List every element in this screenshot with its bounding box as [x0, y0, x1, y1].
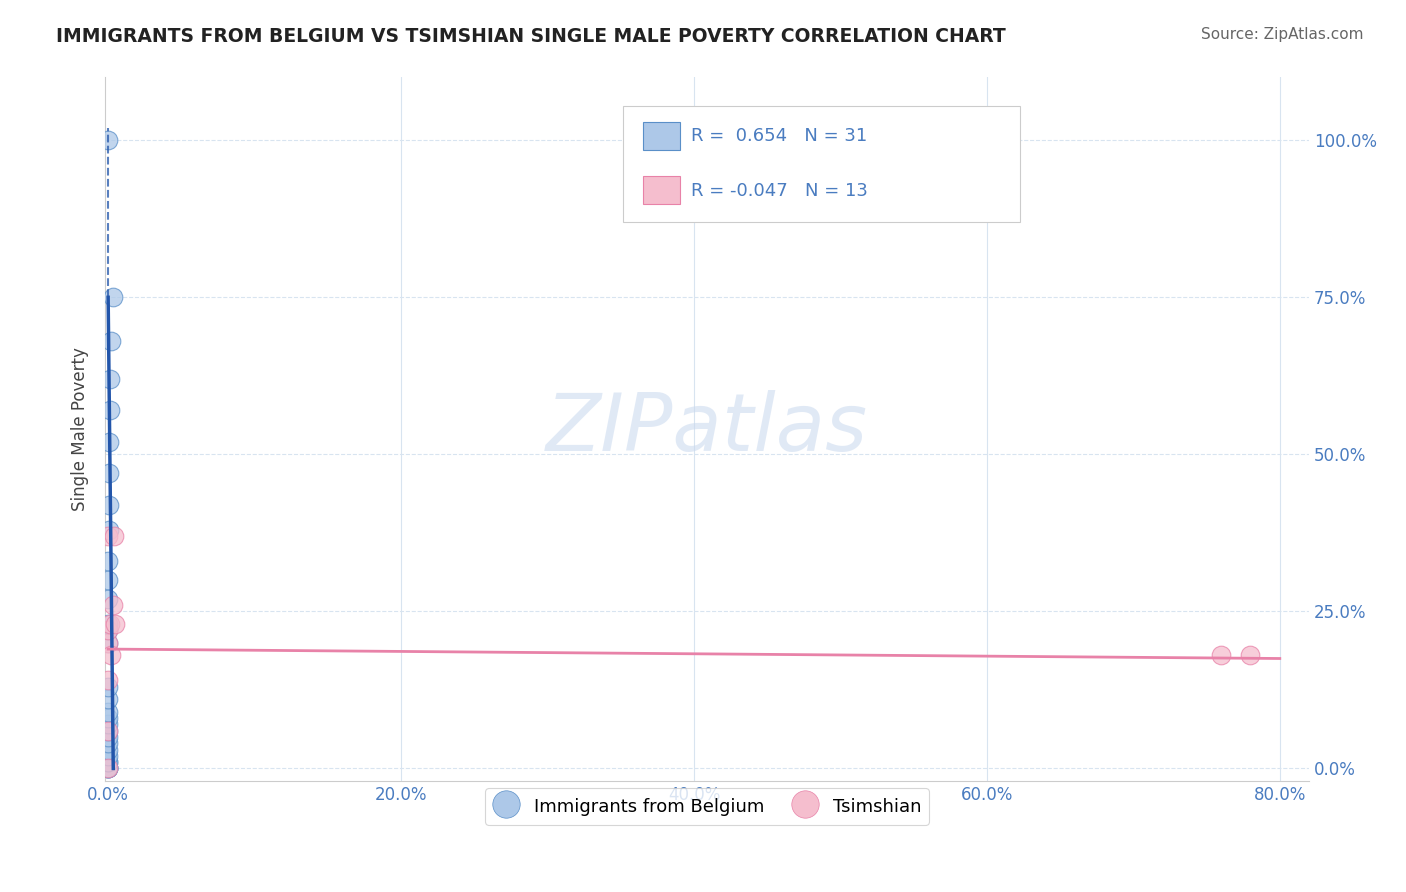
Point [97, 554, 120, 568]
Point [97, 730, 120, 744]
FancyBboxPatch shape [623, 105, 1021, 222]
Point [97, 673, 120, 688]
Point [97, 723, 120, 738]
Point [97, 761, 120, 775]
Point [97, 692, 120, 706]
Point [1211, 648, 1233, 663]
Legend: Immigrants from Belgium, Tsimshian: Immigrants from Belgium, Tsimshian [485, 789, 929, 825]
Point [97, 523, 120, 537]
Point [97, 711, 120, 725]
Point [98, 372, 121, 386]
Point [103, 529, 125, 543]
FancyBboxPatch shape [643, 121, 681, 150]
Point [97, 761, 120, 775]
Point [97, 573, 120, 587]
Text: Source: ZipAtlas.com: Source: ZipAtlas.com [1201, 27, 1364, 42]
Point [97, 761, 120, 775]
Point [97, 529, 120, 543]
Point [97, 616, 120, 631]
Point [97, 466, 120, 480]
Point [97, 736, 120, 750]
Point [104, 616, 127, 631]
Y-axis label: Single Male Poverty: Single Male Poverty [72, 347, 89, 511]
Point [97, 624, 120, 638]
Point [98, 616, 121, 631]
Point [97, 680, 120, 694]
Point [97, 717, 120, 731]
Point [97, 636, 120, 650]
Point [97, 742, 120, 756]
Point [101, 598, 124, 612]
Text: R = -0.047   N = 13: R = -0.047 N = 13 [690, 182, 868, 200]
Point [98, 403, 121, 417]
FancyBboxPatch shape [643, 176, 681, 204]
Text: R =  0.654   N = 31: R = 0.654 N = 31 [690, 128, 866, 145]
Text: ZIPatlas: ZIPatlas [546, 390, 869, 468]
Point [98, 434, 121, 449]
Text: IMMIGRANTS FROM BELGIUM VS TSIMSHIAN SINGLE MALE POVERTY CORRELATION CHART: IMMIGRANTS FROM BELGIUM VS TSIMSHIAN SIN… [56, 27, 1005, 45]
Point [97, 748, 120, 763]
Point [97, 591, 120, 606]
Point [100, 648, 122, 663]
Point [97, 761, 120, 775]
Point [97, 624, 120, 638]
Point [97, 761, 120, 775]
Point [97, 133, 120, 147]
Point [97, 705, 120, 719]
Point [97, 498, 120, 512]
Point [97, 755, 120, 769]
Point [101, 290, 124, 304]
Point [97, 636, 120, 650]
Point [1239, 648, 1261, 663]
Point [97, 723, 120, 738]
Point [97, 755, 120, 769]
Point [100, 334, 122, 349]
